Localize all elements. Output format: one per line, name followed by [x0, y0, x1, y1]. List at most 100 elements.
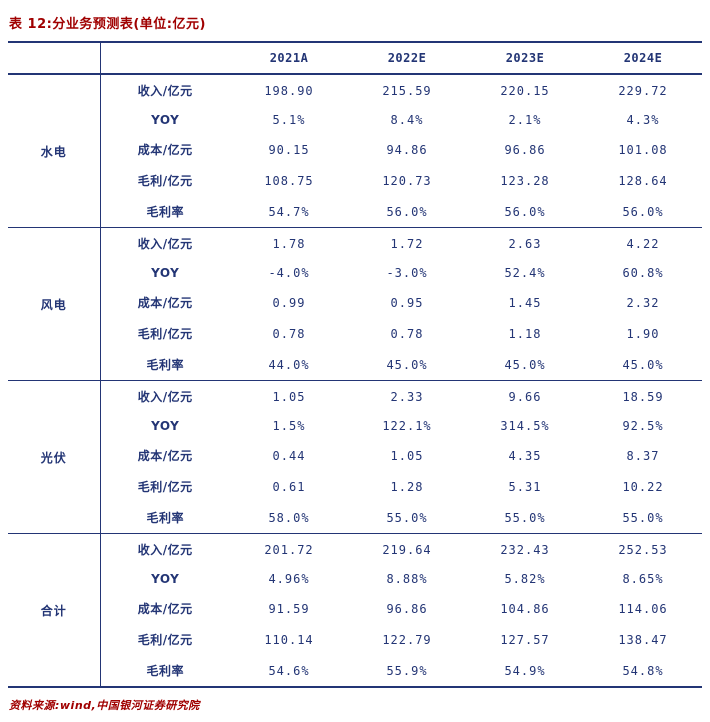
value-cell: 1.05: [272, 389, 306, 404]
value-cell: 60.8%: [622, 266, 664, 280]
value-cell: 2.33: [390, 389, 424, 404]
value-cell: 201.72: [264, 542, 314, 557]
value-cell: 1.45: [508, 295, 542, 310]
value-cell: 127.57: [500, 632, 550, 647]
source-note: 资料来源:wind,中国银河证券研究院: [9, 699, 200, 712]
value-cell: 0.78: [272, 326, 306, 341]
metric-label: 毛利率: [146, 205, 184, 219]
metric-label: 毛利率: [146, 358, 184, 372]
value-cell: 44.0%: [268, 357, 310, 372]
table-row: 光伏 收入/亿元 1.05 2.33 9.66 18.59: [8, 380, 702, 534]
value-cell: 45.0%: [622, 357, 664, 372]
value-cell: 10.22: [622, 479, 664, 494]
table-row: 水电 收入/亿元 198.90 215.59 220.15 229.72: [8, 74, 702, 228]
value-cell: 96.86: [386, 601, 428, 616]
value-cell: 215.59: [382, 83, 432, 98]
value-cell: 58.0%: [268, 510, 310, 525]
metric-label: 毛利率: [146, 664, 184, 678]
metric-label: YOY: [151, 113, 180, 127]
header-stub-group: [8, 42, 101, 74]
value-cell: 55.9%: [386, 663, 428, 678]
value-cell: 1.18: [508, 326, 542, 341]
metric-label: YOY: [151, 419, 180, 433]
value-cell: 252.53: [618, 542, 668, 557]
forecast-table: 2021A 2022E 2023E 2024E 水电 收入/亿元 198.90 215.59 2…: [8, 41, 702, 688]
value-cell: 122.79: [382, 632, 432, 647]
value-cell: 2.1%: [508, 113, 542, 127]
value-cell: 54.9%: [504, 663, 546, 678]
value-cell: 120.73: [382, 173, 432, 188]
table-row: YOY -4.0% -3.0% 52.4% 60.8%: [8, 259, 702, 287]
table-row: 合计 收入/亿元 201.72 219.64 232.43 252.53: [8, 533, 702, 687]
value-cell: 91.59: [268, 601, 310, 616]
value-cell: 18.59: [622, 389, 664, 404]
table-row: 毛利/亿元 110.14 122.79 127.57 138.47: [8, 624, 702, 655]
value-cell: 1.72: [390, 236, 424, 251]
value-cell: 8.4%: [390, 113, 424, 127]
value-cell: 56.0%: [504, 204, 546, 219]
value-cell: 5.82%: [504, 572, 546, 586]
value-cell: 54.8%: [622, 663, 664, 678]
value-cell: 4.35: [508, 448, 542, 463]
table-row: 成本/亿元 90.15 94.86 96.86 101.08: [8, 134, 702, 165]
group-label: 光伏: [8, 380, 101, 534]
value-cell: 220.15: [500, 83, 550, 98]
value-cell: 122.1%: [382, 419, 432, 433]
metric-label: 收入/亿元: [137, 543, 193, 557]
value-cell: -4.0%: [268, 266, 310, 280]
value-cell: 90.15: [268, 142, 310, 157]
value-cell: 0.99: [272, 295, 306, 310]
table-row: 毛利率 54.7% 56.0% 56.0% 56.0%: [8, 196, 702, 228]
value-cell: 229.72: [618, 83, 668, 98]
metric-label: YOY: [151, 266, 180, 280]
metric-label: 毛利率: [146, 511, 184, 525]
value-cell: 104.86: [500, 601, 550, 616]
value-cell: 101.08: [618, 142, 668, 157]
value-cell: 55.0%: [622, 510, 664, 525]
value-cell: 5.31: [508, 479, 542, 494]
value-cell: 45.0%: [504, 357, 546, 372]
table-row: 成本/亿元 0.44 1.05 4.35 8.37: [8, 440, 702, 471]
metric-label: 成本/亿元: [137, 449, 193, 463]
value-cell: 123.28: [500, 173, 550, 188]
value-cell: 108.75: [264, 173, 314, 188]
year-header: 2021A: [269, 51, 309, 65]
value-cell: 1.05: [390, 448, 424, 463]
group-label: 水电: [8, 74, 101, 228]
table-row: YOY 4.96% 8.88% 5.82% 8.65%: [8, 565, 702, 593]
metric-label: 毛利/亿元: [137, 480, 193, 494]
value-cell: 96.86: [504, 142, 546, 157]
value-cell: 56.0%: [622, 204, 664, 219]
table-row: 毛利/亿元 108.75 120.73 123.28 128.64: [8, 165, 702, 196]
value-cell: 55.0%: [386, 510, 428, 525]
value-cell: 55.0%: [504, 510, 546, 525]
value-cell: 114.06: [618, 601, 668, 616]
value-cell: 54.6%: [268, 663, 310, 678]
table-header-row: 2021A 2022E 2023E 2024E: [8, 42, 702, 74]
value-cell: 128.64: [618, 173, 668, 188]
table-row: 成本/亿元 0.99 0.95 1.45 2.32: [8, 287, 702, 318]
value-cell: 232.43: [500, 542, 550, 557]
value-cell: 314.5%: [500, 419, 550, 433]
table-row: 毛利/亿元 0.78 0.78 1.18 1.90: [8, 318, 702, 349]
value-cell: 94.86: [386, 142, 428, 157]
value-cell: 138.47: [618, 632, 668, 647]
group-label: 合计: [8, 533, 101, 687]
value-cell: 4.96%: [268, 572, 310, 586]
value-cell: 4.3%: [626, 113, 660, 127]
value-cell: 9.66: [508, 389, 542, 404]
metric-label: 毛利/亿元: [137, 327, 193, 341]
value-cell: 52.4%: [504, 266, 546, 280]
table-row: 成本/亿元 91.59 96.86 104.86 114.06: [8, 593, 702, 624]
metric-label: 毛利/亿元: [137, 174, 193, 188]
table-row: YOY 5.1% 8.4% 2.1% 4.3%: [8, 106, 702, 134]
table-row: YOY 1.5% 122.1% 314.5% 92.5%: [8, 412, 702, 440]
table-row: 风电 收入/亿元 1.78 1.72 2.63 4.22: [8, 227, 702, 381]
value-cell: 54.7%: [268, 204, 310, 219]
value-cell: 219.64: [382, 542, 432, 557]
value-cell: 8.37: [626, 448, 660, 463]
value-cell: 1.78: [272, 236, 306, 251]
metric-label: YOY: [151, 572, 180, 586]
value-cell: 45.0%: [386, 357, 428, 372]
value-cell: 110.14: [264, 632, 314, 647]
